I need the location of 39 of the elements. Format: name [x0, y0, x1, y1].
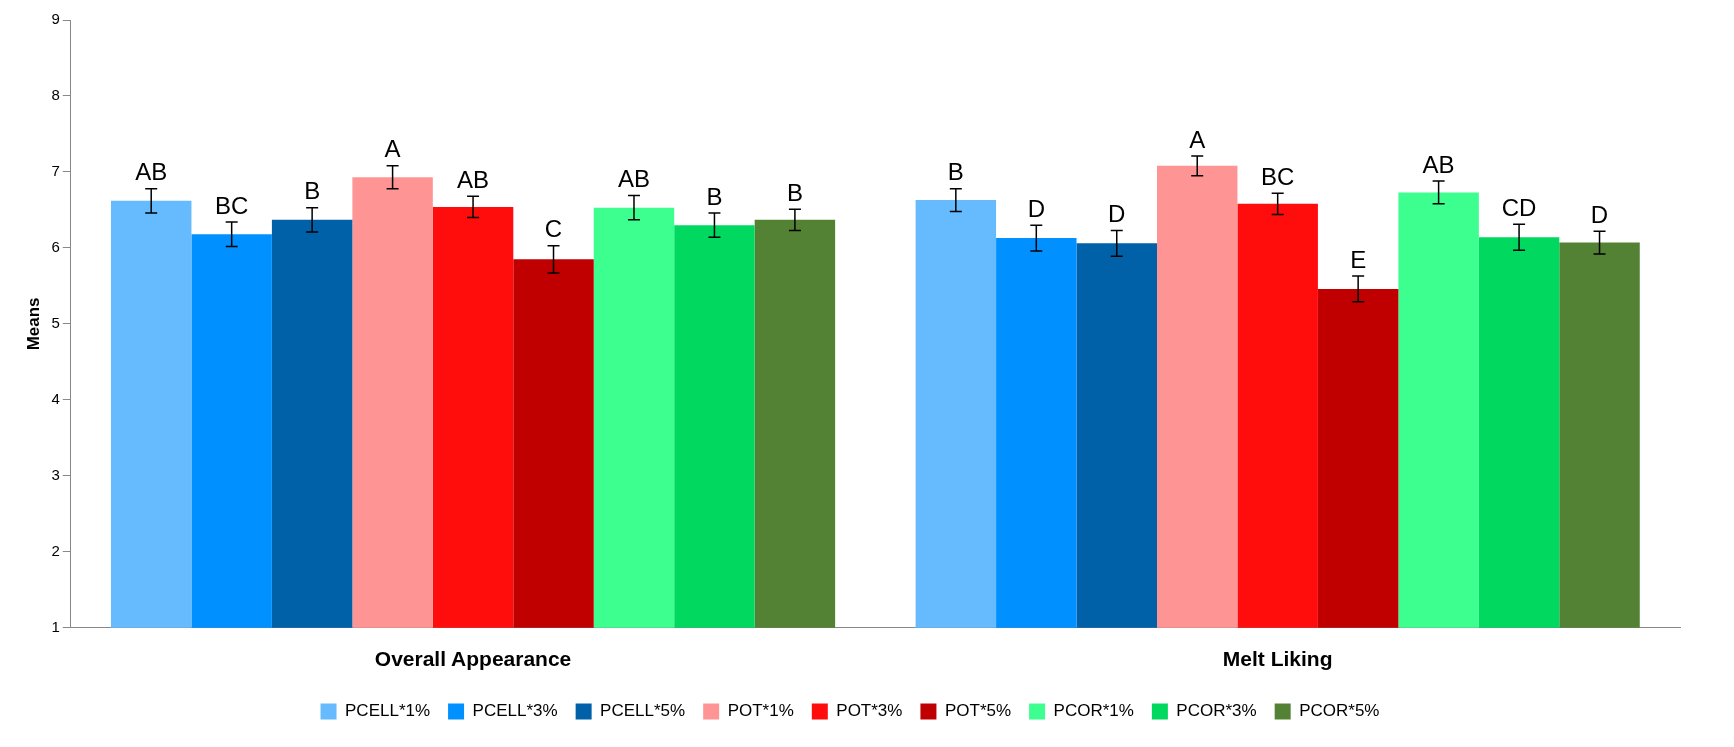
y-tick-label: 7 [51, 162, 60, 180]
data-label: B [706, 182, 723, 210]
legend-label: PCOR*3% [1176, 701, 1257, 721]
y-axis-title: Means [23, 297, 43, 351]
y-tick-label: 2 [51, 541, 60, 559]
y-tick-label: 1 [51, 617, 60, 635]
y-tick-label: 6 [51, 238, 60, 256]
x-tick-label: Overall Appearance [374, 647, 572, 671]
data-label: BC [1261, 162, 1295, 190]
data-label: AB [1422, 150, 1455, 178]
legend-label: POT*3% [836, 701, 903, 721]
y-tick-label: 5 [51, 314, 60, 332]
data-label: B [947, 158, 964, 186]
data-label: E [1350, 245, 1367, 273]
legend-label: POT*1% [727, 701, 794, 721]
x-tick-label: Melt Liking [1222, 647, 1333, 671]
legend-label: PCELL*5% [600, 701, 686, 721]
legend-label: POT*5% [944, 701, 1012, 721]
data-label: D [1027, 194, 1045, 222]
data-label: C [544, 215, 563, 243]
data-label: AB [457, 165, 490, 193]
y-tick-label: 3 [51, 465, 60, 483]
y-tick-label: 4 [51, 390, 60, 408]
y-tick-label: 8 [51, 86, 60, 104]
data-label: BC [215, 191, 249, 219]
data-label: D [1108, 200, 1126, 228]
legend-label: PCELL*3% [472, 701, 558, 721]
data-label: CD [1501, 194, 1537, 221]
data-label: A [1189, 125, 1206, 153]
legend-label: PCOR*5% [1299, 701, 1380, 721]
data-label: B [304, 177, 321, 205]
data-label: B [786, 178, 803, 206]
y-tick-label: 9 [51, 10, 60, 28]
data-label: A [384, 135, 401, 163]
data-label: AB [135, 158, 168, 186]
legend-label: PCELL*1% [345, 701, 431, 721]
data-label: D [1590, 200, 1609, 228]
legend-label: PCOR*1% [1053, 701, 1134, 721]
data-label: AB [617, 165, 650, 193]
